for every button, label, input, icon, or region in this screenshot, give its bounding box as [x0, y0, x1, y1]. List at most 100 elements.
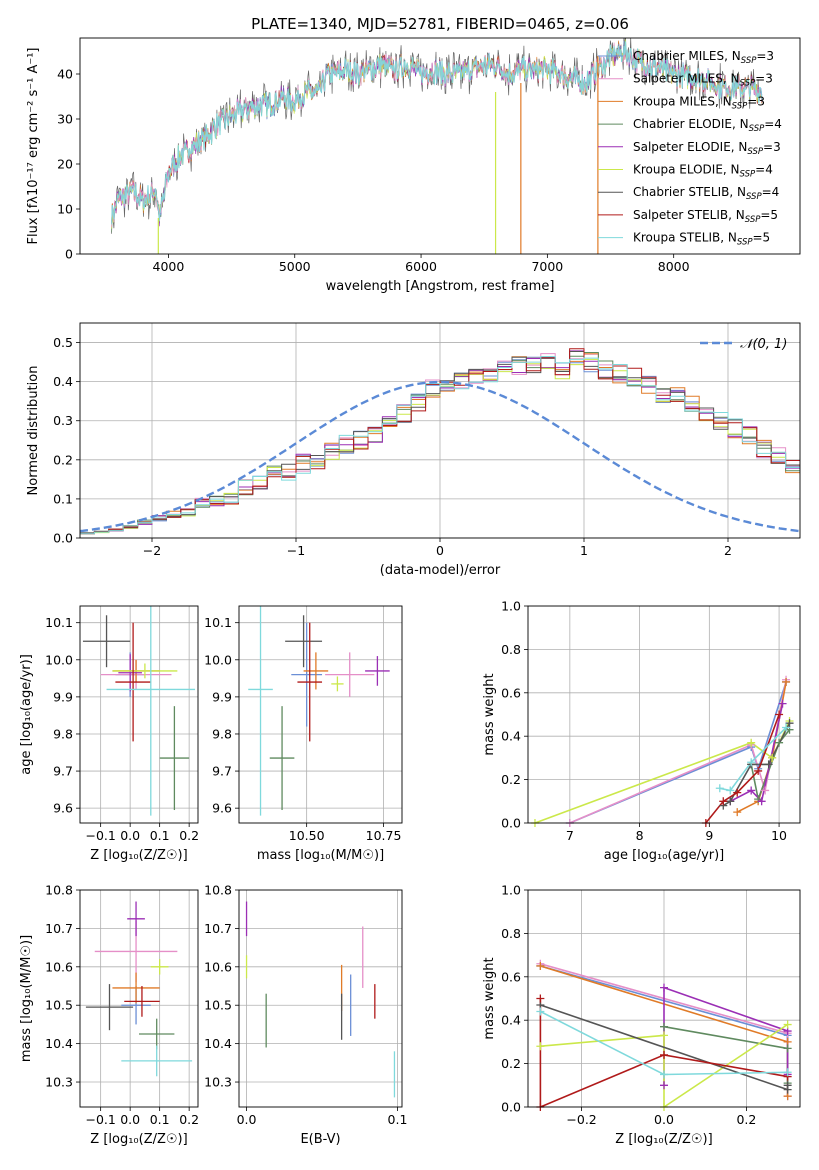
y-tick-label: 10.7	[45, 921, 73, 936]
weight-marker	[768, 753, 777, 762]
y-axis-label: age [log₁₀(age/yr)]	[19, 654, 34, 775]
weight-marker	[747, 758, 756, 767]
weight-marker	[785, 719, 794, 728]
y-tick-label: 20	[57, 157, 73, 172]
y-axis-label: mass weight	[482, 673, 497, 755]
y-tick-label: 0.5	[53, 335, 73, 350]
axes-frame	[527, 605, 801, 824]
y-tick-label: 10.8	[45, 883, 73, 898]
legend-label: Salpeter MILES, NSSP=3	[633, 72, 773, 89]
x-tick-label: −2	[143, 543, 161, 558]
x-axis-label: Z [log₁₀(Z/Z☉)]	[90, 848, 187, 863]
weight-marker	[733, 808, 742, 817]
y-tick-label: 1.0	[501, 883, 521, 898]
x-tick-label: −0.2	[566, 1112, 596, 1127]
histogram-salpeter-stelib	[80, 348, 800, 538]
y-tick-label: 0.3	[53, 413, 73, 428]
x-axis-label: Z [log₁₀(Z/Z☉)]	[615, 1132, 712, 1147]
spectrum-line	[111, 41, 763, 225]
axes-frame	[79, 322, 801, 539]
weight-marker	[715, 784, 724, 793]
weight-marker	[719, 797, 728, 806]
y-tick-label: 10.8	[204, 883, 232, 898]
x-axis-label: age [log₁₀(age/yr)]	[604, 848, 725, 863]
weight-marker	[783, 1020, 792, 1029]
plot-area	[528, 606, 800, 823]
chart-age-vs-Z: −0.1 0.0 0.1 0.2 9.6 9.7 9.8 9.9 10.0 10.1 Z [log₁…	[19, 605, 199, 863]
x-tick-label: 9	[705, 828, 713, 843]
x-tick-label: 8000	[658, 259, 690, 274]
plot-area	[239, 890, 402, 1107]
histogram-kroupa-stelib	[80, 356, 800, 538]
x-axis-label: wavelength [Angstrom, rest frame]	[326, 279, 555, 294]
y-tick-label: 10.6	[45, 959, 73, 974]
y-tick-label: 10.5	[45, 998, 73, 1013]
plot-area	[239, 606, 402, 823]
weight-marker	[754, 766, 763, 775]
weight-marker	[764, 760, 773, 769]
chart-age-vs-mass: 10.50 10.75 9.6 9.7 9.8 9.9 10.0 10.1 mass [log₁…	[204, 605, 403, 863]
x-axis-label: E(B-V)	[300, 1132, 340, 1147]
x-tick-label: 0.0	[120, 1112, 140, 1127]
y-tick-label: 0.1	[53, 491, 73, 506]
y-tick-label: 0.4	[53, 374, 73, 389]
x-tick-label: 7	[566, 828, 574, 843]
chart-residuals: −2 −1 0 1 2 0.0 0.1 0.2 0.3 0.4 0.5 (data-model)/er…	[26, 322, 801, 578]
weight-marker	[660, 1031, 668, 1040]
y-tick-label: 9.7	[53, 764, 73, 779]
weight-marker	[747, 786, 756, 795]
y-tick-label: 0.8	[501, 642, 521, 657]
y-tick-label: 0	[65, 247, 73, 262]
x-tick-label: 0.2	[179, 1112, 199, 1127]
plot-area	[80, 890, 198, 1107]
x-tick-label: 0.1	[388, 1112, 408, 1127]
y-tick-label: 0.6	[501, 685, 521, 700]
x-tick-label: 0	[436, 543, 444, 558]
chart-weight-vs-age: 7 8 9 10 0.0 0.2 0.4 0.6 0.8 1.0 age [log₁₀(age/yr…	[482, 599, 801, 863]
y-tick-label: 0.6	[501, 969, 521, 984]
weight-marker	[660, 1050, 668, 1059]
y-tick-label: 9.8	[53, 726, 73, 741]
weight-marker	[782, 723, 791, 732]
y-tick-label: 0.2	[53, 452, 73, 467]
chart-mass-vs-Z: −0.1 0.0 0.1 0.2 10.3 10.4 10.5 10.6 10.7 10.8 Z […	[19, 883, 199, 1148]
weight-marker	[660, 1022, 668, 1031]
y-tick-label: 9.8	[212, 726, 232, 741]
weight-marker	[660, 1070, 668, 1079]
axes-frame	[79, 889, 199, 1108]
y-tick-label: 10.1	[45, 615, 73, 630]
x-tick-label: 1	[580, 543, 588, 558]
legend-label: Kroupa ELODIE, NSSP=4	[633, 163, 773, 180]
y-tick-label: 10.0	[45, 652, 73, 667]
y-tick-label: 10.3	[45, 1075, 73, 1090]
x-tick-label: 0.1	[150, 828, 170, 843]
y-tick-label: 0.4	[501, 1013, 521, 1028]
weight-marker	[757, 797, 766, 806]
x-tick-label: 0.2	[736, 1112, 756, 1127]
y-tick-label: 10	[57, 202, 73, 217]
legend-label: Salpeter ELODIE, NSSP=3	[633, 140, 781, 157]
weight-marker	[536, 961, 545, 970]
y-tick-label: 0.2	[501, 1056, 521, 1071]
y-tick-label: 10.7	[204, 921, 232, 936]
weight-marker	[775, 738, 784, 747]
y-axis-label: mass weight	[482, 957, 497, 1039]
y-tick-label: 0.0	[53, 531, 73, 546]
plot-area	[80, 323, 800, 538]
weight-marker	[733, 788, 742, 797]
x-tick-label: 0.0	[654, 1112, 674, 1127]
x-tick-label: 5000	[279, 259, 311, 274]
figure-title: PLATE=1340, MJD=52781, FIBERID=0465, z=0…	[251, 15, 629, 33]
weight-marker	[783, 1068, 792, 1077]
x-tick-label: 4000	[153, 259, 185, 274]
weight-line	[719, 726, 787, 792]
axes-frame	[238, 889, 403, 1108]
x-tick-label: 0.2	[179, 828, 199, 843]
x-tick-label: −0.1	[85, 828, 115, 843]
normal-curve	[80, 380, 800, 533]
plot-area	[111, 38, 763, 254]
axes-frame	[79, 605, 199, 824]
y-tick-label: 9.7	[212, 764, 232, 779]
x-axis-label: (data-model)/error	[380, 563, 501, 578]
x-tick-label: 10.50	[289, 828, 325, 843]
